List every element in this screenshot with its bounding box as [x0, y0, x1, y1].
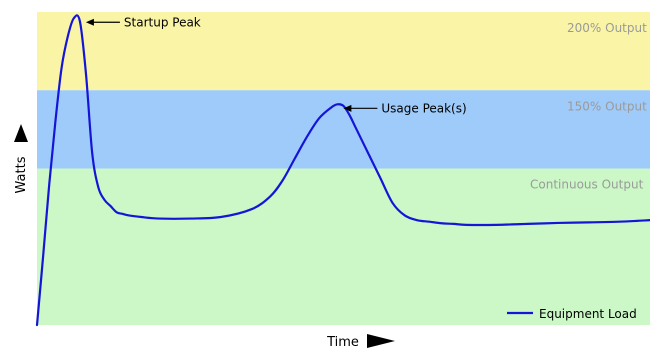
- x-axis-label: Time: [326, 335, 359, 350]
- legend-label-equipment-load: Equipment Load: [539, 307, 637, 321]
- annotation-arrowhead-icon-1: [343, 104, 352, 112]
- annotation-0: Startup Peak: [85, 15, 201, 29]
- zone-band-1: [37, 90, 650, 169]
- y-axis: Watts: [14, 124, 29, 193]
- x-axis-arrow-icon: [367, 334, 395, 348]
- legend: Equipment Load: [507, 307, 637, 321]
- zone-band-2: [37, 168, 650, 325]
- y-axis-label: Watts: [14, 156, 29, 193]
- output-zones: [37, 12, 650, 325]
- x-axis: Time: [326, 334, 395, 350]
- zone-label-2: Continuous Output: [530, 178, 644, 192]
- annotation-label-0: Startup Peak: [124, 15, 201, 29]
- annotations: Startup Peak Usage Peak(s): [85, 15, 467, 115]
- zone-labels: 200% Output 150% Output Continuous Output: [530, 21, 647, 192]
- annotation-1: Usage Peak(s): [343, 101, 467, 115]
- y-axis-arrow-icon: [14, 124, 28, 142]
- zone-band-0: [37, 12, 650, 91]
- zone-label-1: 150% Output: [567, 99, 647, 113]
- zone-label-0: 200% Output: [567, 21, 647, 35]
- annotation-label-1: Usage Peak(s): [381, 101, 466, 115]
- annotation-arrowhead-icon-0: [85, 18, 94, 26]
- series-line-equipment-load: [35, 14, 650, 327]
